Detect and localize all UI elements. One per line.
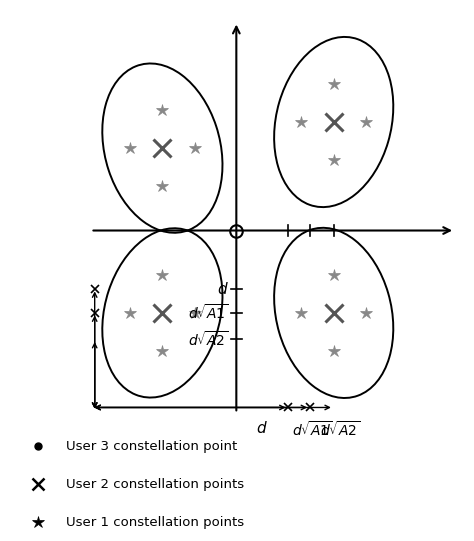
- Text: $d$: $d$: [217, 281, 228, 296]
- Text: $d\sqrt{A1}$: $d\sqrt{A1}$: [292, 420, 333, 439]
- Text: User 1 constellation points: User 1 constellation points: [66, 516, 245, 529]
- Text: User 3 constellation point: User 3 constellation point: [66, 440, 237, 453]
- Text: $d\sqrt{A1}$: $d\sqrt{A1}$: [188, 303, 228, 322]
- Text: $d\sqrt{A2}$: $d\sqrt{A2}$: [188, 329, 228, 348]
- Text: $d\sqrt{A2}$: $d\sqrt{A2}$: [320, 420, 360, 439]
- Text: User 2 constellation points: User 2 constellation points: [66, 478, 245, 491]
- Text: $d$: $d$: [256, 420, 268, 436]
